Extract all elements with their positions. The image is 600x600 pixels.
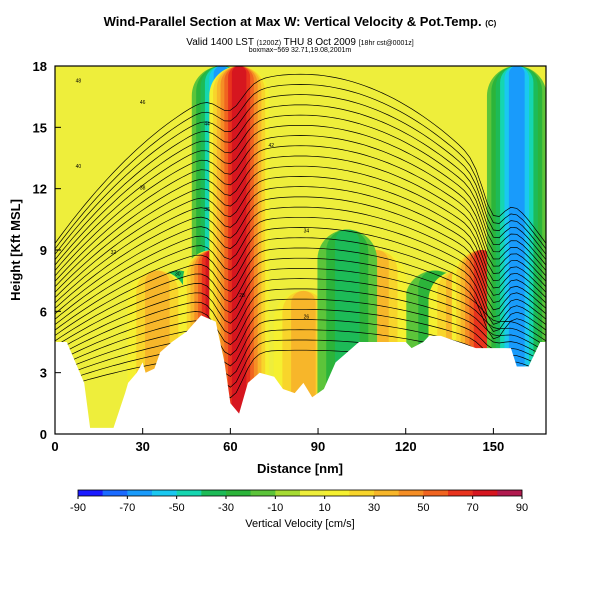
x-tick-label-5: 150: [483, 439, 505, 454]
colorbar-tick-label-5: 10: [319, 502, 331, 514]
isentrope-line-9: [55, 165, 546, 293]
isentrope-line-5: [55, 124, 546, 271]
colorbar-swatch-16: [472, 490, 498, 496]
colorbar-tick-label-2: -50: [169, 502, 185, 514]
x-tick-label-4: 120: [395, 439, 417, 454]
colorbar-tick-label-6: 30: [368, 502, 380, 514]
colorbar-tick-label-1: -70: [119, 502, 135, 514]
isentrope-label-0: 48: [76, 78, 82, 84]
isentrope-line-8: [55, 155, 546, 287]
x-tick-label-2: 60: [223, 439, 237, 454]
isentrope-line-10: [55, 176, 546, 298]
colorbar-swatch-1: [102, 490, 128, 496]
colorbar-tick-label-4: -10: [267, 502, 283, 514]
x-tick-label-0: 0: [51, 439, 58, 454]
colorbar-swatch-3: [152, 490, 177, 496]
valid-time: Valid 1400 LST: [186, 37, 254, 48]
isentrope-line-6: [55, 135, 546, 277]
x-axis-label: Distance [nm]: [257, 461, 343, 476]
y-tick-label-3: 9: [40, 243, 47, 258]
isentrope-label-1: 46: [140, 100, 146, 106]
colorbar-frame: [77, 489, 523, 497]
isentrope-label-2: 44: [204, 121, 210, 127]
isentrope-label-5: 38: [140, 186, 146, 192]
valid-date: THU 8 Oct 2009: [283, 37, 356, 48]
colorbar-swatch-11: [349, 490, 375, 496]
y-axis-label: Height [Kft MSL]: [8, 199, 23, 301]
isentrope-line-16: [55, 237, 546, 332]
colorbar-swatch-0: [78, 490, 103, 496]
colorbar-swatch-13: [398, 490, 424, 496]
isentrope-line-18: [55, 257, 546, 342]
isentrope-line-24: [55, 319, 546, 374]
terrain-mask: [55, 315, 546, 434]
colorbar-tick-label-8: 70: [467, 502, 479, 514]
isentrope-line-17: [55, 247, 546, 340]
colorbar-swatch-4: [176, 490, 202, 496]
colorbar-tick-label-0: -90: [70, 502, 86, 514]
isentrope-line-7: [55, 145, 546, 282]
isentrope-label-9: 30: [175, 272, 181, 278]
isentrope-label-3: 42: [268, 143, 274, 149]
y-tick-label-0: 0: [40, 427, 47, 442]
isentrope-line-14: [55, 216, 546, 320]
y-tick-label-2: 6: [40, 304, 47, 319]
isentrope-label-6: 36: [204, 207, 210, 213]
chart-footer-line: boxmax~569 32.71,19.08,2001m: [248, 47, 352, 54]
isentrope-line-20: [55, 278, 546, 353]
chart-title: Wind-Parallel Section at Max W: Vertical…: [103, 14, 497, 29]
colorbar-swatch-12: [374, 490, 399, 496]
colorbar-label: Vertical Velocity [cm/s]: [245, 518, 354, 530]
colorbar-swatch-8: [275, 490, 301, 496]
isentrope-line-15: [55, 227, 546, 325]
isentrope-line-1: [55, 84, 546, 250]
isentrope-line-19: [55, 268, 546, 347]
isentrope-label-4: 40: [76, 164, 82, 170]
y-tick-label-5: 15: [33, 120, 47, 135]
colorbar-swatch-15: [448, 490, 473, 496]
colorbar-tick-label-9: 90: [516, 502, 528, 514]
isentrope-line-0: [55, 73, 546, 244]
copyright-mark: (C): [485, 19, 497, 28]
valid-utc: (1200Z): [256, 40, 282, 47]
colorbar-swatch-17: [497, 490, 523, 496]
y-tick-label-1: 3: [40, 366, 47, 381]
isentrope-line-12: [55, 196, 546, 309]
isentrope-line-23: [55, 308, 546, 369]
isentrope-line-11: [55, 186, 546, 304]
colorbar-tick-label-3: -30: [218, 502, 234, 514]
isentrope-line-13: [55, 206, 546, 315]
isentrope-line-4: [55, 114, 546, 266]
plot-area: 48 46 44 42 40 38 36 34 32 30 28 26: [55, 66, 546, 434]
isentrope-label-8: 32: [111, 250, 117, 256]
isentrope-line-2: [55, 94, 546, 255]
colorbar-swatch-6: [226, 490, 251, 496]
isentrope-label-11: 26: [304, 314, 310, 320]
colorbar-swatch-14: [423, 490, 449, 496]
y-tick-label-6: 18: [33, 59, 47, 74]
colorbar-swatch-7: [250, 490, 276, 496]
isentrope-line-22: [55, 298, 546, 363]
x-tick-label-3: 90: [311, 439, 325, 454]
isentrope-label-10: 28: [239, 293, 245, 299]
colorbar-swatch-10: [324, 490, 350, 496]
colorbar-tick-label-7: 50: [417, 502, 429, 514]
colorbar-swatch-2: [127, 490, 153, 496]
colorbar-swatch-9: [300, 490, 325, 496]
colorbar-swatch-5: [201, 490, 227, 496]
y-tick-label-4: 12: [33, 182, 47, 197]
chart-subtitle: Valid 1400 LST (1200Z) THU 8 Oct 2009 [1…: [0, 37, 600, 48]
isentrope-line-21: [55, 288, 546, 358]
isentrope-line-3: [55, 104, 546, 260]
isentrope-label-7: 34: [304, 229, 310, 235]
x-tick-label-1: 30: [135, 439, 149, 454]
model-info: [18hr cst@0001z]: [358, 40, 414, 47]
